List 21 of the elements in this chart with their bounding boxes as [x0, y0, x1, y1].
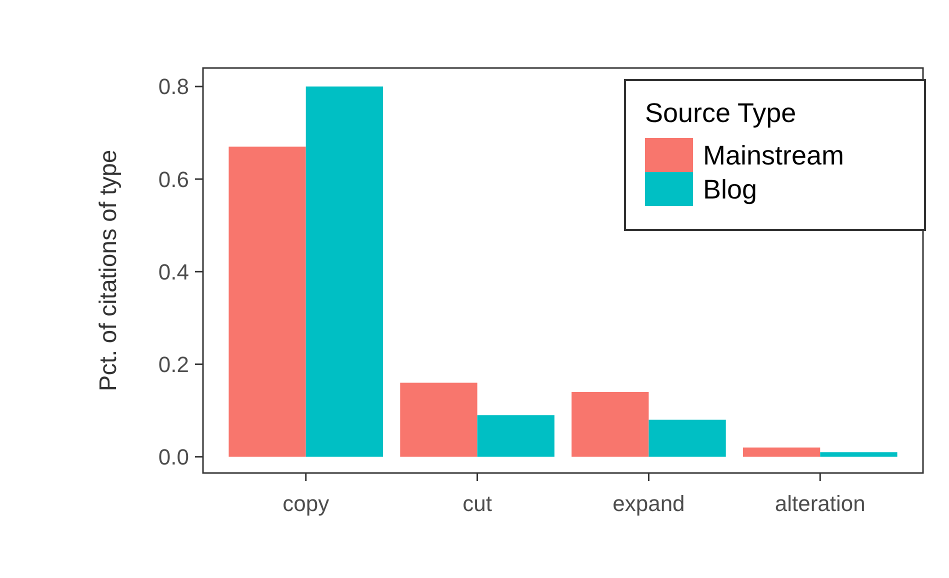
bar: [820, 452, 898, 457]
bar: [572, 392, 649, 457]
bar: [400, 382, 478, 457]
y-tick-label: 0.0: [158, 444, 189, 470]
bar: [477, 415, 554, 457]
y-axis-title: Pct. of citations of type: [95, 150, 122, 392]
y-tick-label: 0.8: [158, 74, 189, 100]
x-tick-label: copy: [282, 491, 330, 516]
legend-label: Blog: [703, 174, 758, 204]
y-tick-label: 0.6: [158, 166, 189, 192]
x-tick-label: expand: [612, 491, 685, 516]
bar: [648, 420, 726, 457]
y-tick-label: 0.2: [158, 352, 189, 377]
bar: [228, 146, 306, 457]
y-tick-label: 0.4: [158, 259, 189, 284]
bar: [743, 448, 820, 457]
legend-label: Mainstream: [703, 140, 844, 170]
legend-title: Source Type: [645, 98, 796, 128]
bar: [306, 86, 383, 457]
x-tick-label: cut: [462, 491, 492, 516]
x-tick-label: alteration: [774, 491, 866, 516]
